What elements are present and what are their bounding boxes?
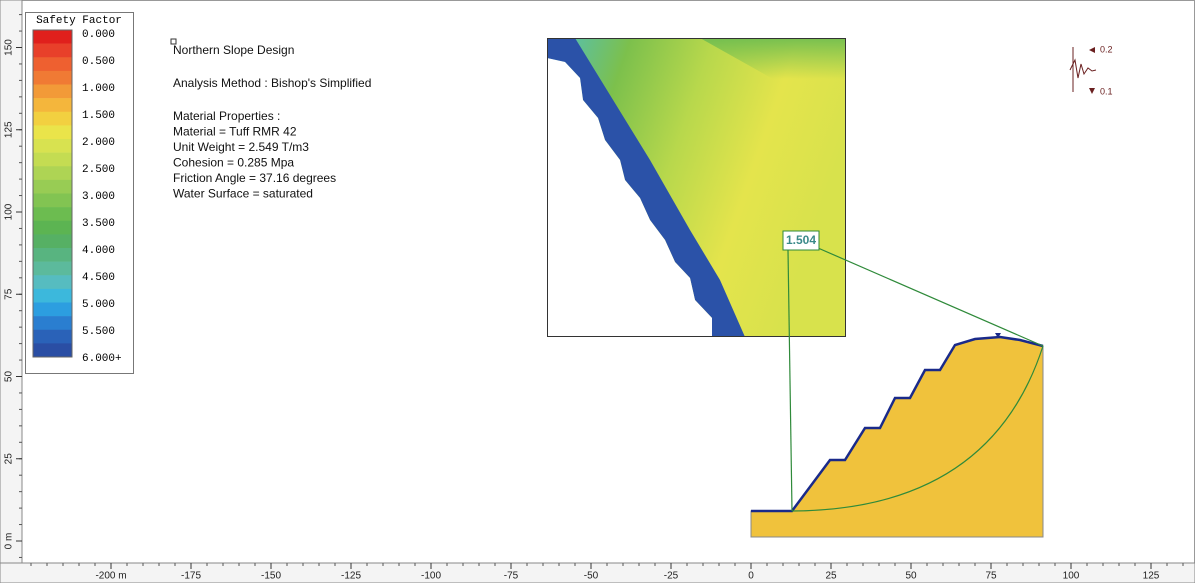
- x-ruler-label: 25: [825, 571, 837, 582]
- y-ruler-label: 75: [4, 288, 15, 300]
- legend-label: 2.500: [82, 164, 115, 176]
- x-ruler-label: 75: [985, 571, 997, 582]
- legend-swatch: [33, 343, 72, 357]
- y-ruler-label: 125: [4, 121, 15, 138]
- legend-swatch: [33, 303, 72, 317]
- material-property: Friction Angle = 37.16 degrees: [173, 171, 336, 185]
- legend-swatch: [33, 221, 72, 235]
- x-ruler-label: -150: [261, 571, 281, 582]
- legend-swatch: [33, 30, 72, 44]
- x-ruler-label: 50: [905, 571, 917, 582]
- legend-swatch: [33, 139, 72, 153]
- legend-label: 1.500: [82, 110, 115, 122]
- y-ruler-label: 100: [4, 203, 15, 220]
- y-ruler-label: 25: [4, 453, 15, 465]
- legend-label: 5.000: [82, 299, 115, 311]
- legend-swatch: [33, 207, 72, 221]
- legend-swatch: [33, 248, 72, 262]
- x-ruler-label: -175: [181, 571, 201, 582]
- analysis-method: Analysis Method : Bishop's Simplified: [173, 76, 371, 90]
- legend-label: 4.000: [82, 245, 115, 257]
- legend-label: 0.000: [82, 29, 115, 41]
- legend-swatch: [33, 180, 72, 194]
- legend-swatch: [33, 289, 72, 303]
- safety-factor-label: 1.504: [786, 233, 816, 247]
- legend-swatch: [33, 330, 72, 344]
- legend-swatch: [33, 57, 72, 71]
- legend-swatch: [33, 85, 72, 99]
- x-ruler-label: -125: [341, 571, 361, 582]
- legend-swatch: [33, 275, 72, 289]
- legend-swatch: [33, 153, 72, 167]
- project-title: Northern Slope Design: [173, 43, 294, 57]
- legend-swatch: [33, 166, 72, 180]
- y-ruler-label: 0 m: [4, 533, 15, 550]
- legend-swatch: [33, 44, 72, 58]
- legend-swatch: [33, 194, 72, 208]
- legend-swatch: [33, 316, 72, 330]
- material-property: Water Surface = saturated: [173, 187, 313, 201]
- seismic-lower: 0.1: [1100, 86, 1113, 96]
- y-ruler-label: 150: [4, 39, 15, 56]
- legend-swatch: [33, 112, 72, 126]
- x-ruler-label: -50: [584, 571, 599, 582]
- legend-label: 3.000: [82, 191, 115, 203]
- legend-label: 1.000: [82, 83, 115, 95]
- legend-label: 2.000: [82, 137, 115, 149]
- contour-inset: [547, 38, 846, 337]
- x-ruler-label: -100: [421, 571, 441, 582]
- y-ruler: [0, 0, 22, 563]
- legend-swatch: [33, 71, 72, 85]
- legend-label: 5.500: [82, 326, 115, 338]
- y-ruler-label: 50: [4, 371, 15, 383]
- legend-swatch: [33, 234, 72, 248]
- x-ruler-label: -200 m: [95, 571, 126, 582]
- x-ruler-label: -75: [504, 571, 519, 582]
- legend-label: 6.000+: [82, 353, 122, 365]
- material-property: Cohesion = 0.285 Mpa: [173, 156, 294, 170]
- x-ruler-label: 0: [748, 571, 754, 582]
- slide-window: -200 m -175 -150 -125 -100 -75 -50 -25 0 25 50 75 10…: [0, 0, 1195, 583]
- legend-label: 0.500: [82, 56, 115, 68]
- material-property: Material = Tuff RMR 42: [173, 125, 297, 139]
- x-ruler-label: -25: [664, 571, 679, 582]
- legend-swatch: [33, 262, 72, 276]
- x-ruler-label: 100: [1063, 571, 1080, 582]
- material-property: Unit Weight = 2.549 T/m3: [173, 140, 309, 154]
- x-ruler-label: 125: [1143, 571, 1160, 582]
- legend-label: 3.500: [82, 218, 115, 230]
- legend-label: 4.500: [82, 272, 115, 284]
- material-property: Material Properties :: [173, 109, 280, 123]
- legend-swatch: [33, 98, 72, 112]
- legend-swatch: [33, 125, 72, 139]
- legend-title: Safety Factor: [36, 15, 122, 27]
- seismic-upper: 0.2: [1100, 44, 1113, 54]
